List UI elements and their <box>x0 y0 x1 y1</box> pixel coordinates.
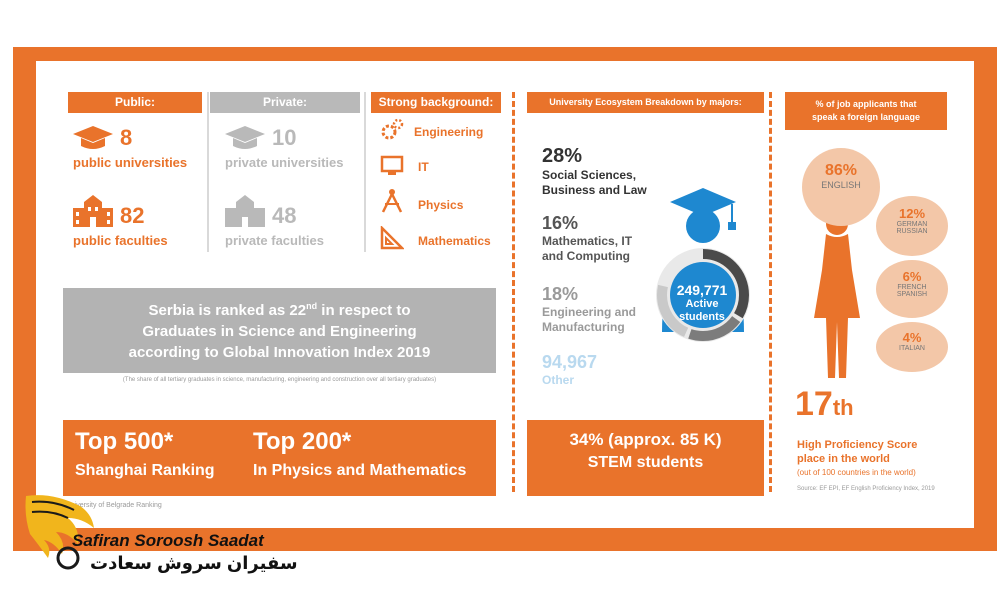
ranking-line-3: according to Global Innovation Index 201… <box>128 344 431 361</box>
logo-name-en: Safiran Soroosh Saadat <box>72 531 264 550</box>
ranking-box: Serbia is ranked as 22nd in respect to G… <box>63 288 496 373</box>
private-universities-label: private universities <box>225 155 344 170</box>
background-item-label: IT <box>418 160 429 174</box>
source-note: Source: EF EPI, EF English Proficiency I… <box>797 486 935 492</box>
ranking-line-1: Serbia is ranked as 22nd in respect to <box>148 301 411 319</box>
footnote: *University of Belgrade Ranking <box>63 502 162 509</box>
column-divider <box>207 92 209 252</box>
background-header: Strong background: <box>371 92 501 113</box>
public-faculties-label: public faculties <box>73 233 168 248</box>
top-a-title: Top 500* <box>75 428 174 455</box>
public-universities-label: public universities <box>73 155 188 170</box>
ranking-note: (The share of all tertiary graduates in … <box>122 377 437 383</box>
proficiency-rank: 17th <box>795 385 854 423</box>
graduation-cap-icon <box>224 124 266 157</box>
school-building-icon <box>72 195 114 232</box>
ecosystem-item: 16% Mathematics, IT and Computing <box>542 213 633 263</box>
top-b-title: Top 200* <box>253 428 352 455</box>
stem-box: 34% (approx. 85 K) STEM students <box>527 420 764 496</box>
language-bubble: 12% GERMAN RUSSIAN <box>876 196 948 256</box>
section-divider <box>769 92 772 492</box>
active-students: 249,771 Active students <box>676 282 728 323</box>
ranking-line-2: Graduates in Science and Engineering <box>142 323 417 340</box>
graduate-student-icon <box>648 182 758 377</box>
top-b-subtitle: In Physics and Mathematics <box>253 462 467 479</box>
school-building-icon <box>224 195 266 232</box>
public-header: Public: <box>68 92 202 113</box>
proficiency-note: (out of 100 countries in the world) <box>797 468 916 477</box>
public-faculties-count: 82 <box>120 203 145 228</box>
logo-name-fa: سفیران سروش سعادت <box>90 553 298 573</box>
compass-icon <box>380 188 404 219</box>
private-header: Private: <box>210 92 360 113</box>
ecosystem-header: University Ecosystem Breakdown by majors… <box>527 92 764 113</box>
top-rankings-box: Top 500* Shanghai Ranking Top 200* In Ph… <box>63 420 496 496</box>
ruler-triangle-icon <box>380 224 406 255</box>
eagle-logo-icon <box>22 488 102 583</box>
section-divider <box>512 92 515 492</box>
gears-icon <box>380 118 404 147</box>
background-item-label: Engineering <box>414 125 484 139</box>
graduation-cap-icon <box>72 124 114 157</box>
private-faculties-label: private faculties <box>225 233 324 248</box>
language-bubble: 4% ITALIAN <box>876 322 948 372</box>
language-bubble: 86% ENGLISH <box>802 148 880 226</box>
private-faculties-count: 48 <box>272 203 297 228</box>
language-bubble: 6% FRENCH SPANISH <box>876 260 948 318</box>
background-item-label: Physics <box>418 198 464 212</box>
ecosystem-item: 18% Engineering and Manufacturing <box>542 284 637 334</box>
column-divider <box>364 92 366 252</box>
private-universities-count: 10 <box>272 125 297 150</box>
ecosystem-item: 28% Social Sciences, Business and Law <box>542 145 647 197</box>
top-a-subtitle: Shanghai Ranking <box>75 462 215 479</box>
public-universities-count: 8 <box>120 125 133 150</box>
proficiency-text: High Proficiency Score place in the worl… <box>797 439 918 465</box>
monitor-icon <box>380 155 404 182</box>
ecosystem-item: 94,967 Other <box>542 352 598 387</box>
woman-silhouette-icon <box>812 210 862 385</box>
languages-header: % of job applicants that speak a foreign… <box>785 92 947 130</box>
background-item-label: Mathematics <box>418 234 491 248</box>
